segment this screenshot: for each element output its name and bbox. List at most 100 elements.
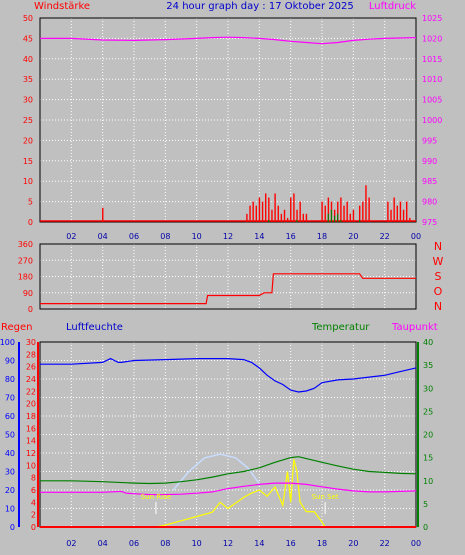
wind-bar <box>102 207 104 222</box>
wind-bar <box>299 201 301 222</box>
rain-axis-tick: 16 <box>26 424 36 433</box>
humidity-axis-tick: 40 <box>5 449 15 458</box>
humidity-axis-tick: 50 <box>5 431 15 440</box>
pressure-axis-tick: 990 <box>422 157 437 166</box>
humidity-axis-tick: 20 <box>5 486 15 495</box>
wind-bar <box>268 197 270 222</box>
x-tick-label: 08 <box>160 539 170 548</box>
humidity-axis-tick: 60 <box>5 412 15 421</box>
gust-bar <box>296 219 298 222</box>
x-tick-label: 18 <box>317 539 327 548</box>
x-tick-label: 02 <box>66 539 76 548</box>
wind-bar <box>409 217 411 222</box>
pressure-axis-tick: 980 <box>422 198 437 207</box>
wind-bar <box>337 201 339 222</box>
temperature-line <box>40 456 417 485</box>
gust-bar <box>359 219 361 222</box>
wind-bar <box>252 201 254 222</box>
wind-axis-tick: 15 <box>23 157 33 166</box>
x-tick-label: 04 <box>98 539 108 548</box>
temperature-axis-tick: 15 <box>423 454 433 463</box>
gust-bar <box>340 219 342 222</box>
x-tick-label: 18 <box>317 232 327 241</box>
humidity-axis-tick: 100 <box>0 338 15 347</box>
wind-bar <box>340 197 342 222</box>
wind-bar <box>321 201 323 222</box>
wind-axis-tick: 35 <box>23 75 33 84</box>
humidity-label: Luftfeuchte <box>66 322 123 333</box>
wind-bar <box>324 205 326 222</box>
wind-bar <box>305 213 308 222</box>
direction-letter: N <box>434 240 442 253</box>
humidity-axis-tick: 10 <box>5 505 15 514</box>
dewpoint-line <box>40 482 417 496</box>
wind-bar <box>296 209 298 222</box>
pressure-line <box>40 36 417 45</box>
direction-letter: O <box>434 285 443 298</box>
wind-axis-tick: 10 <box>23 177 33 186</box>
pressure-axis-tick: 1000 <box>422 116 442 125</box>
wind-bar <box>399 201 402 222</box>
x-tick-label: 00 <box>411 539 421 548</box>
rain-axis-tick: 8 <box>31 474 36 483</box>
x-tick-label: 16 <box>286 539 296 548</box>
x-tick-label: 10 <box>192 539 202 548</box>
x-tick-label: 14 <box>254 539 264 548</box>
pressure-axis-tick: 1015 <box>422 55 442 64</box>
humidity-axis-tick: 0 <box>10 523 15 532</box>
sun-rise-label: Sun Rise <box>141 493 171 501</box>
x-tick-label: 04 <box>98 232 108 241</box>
x-tick-label: 20 <box>348 539 358 548</box>
wind-bar <box>290 197 292 222</box>
wind-axis-tick: 30 <box>23 96 33 105</box>
wind-bar <box>283 209 286 222</box>
wind-bar <box>327 197 330 222</box>
header-title: 24 hour graph day : 17 Oktober 2025 <box>166 1 353 12</box>
temperature-axis-tick: 25 <box>423 407 433 416</box>
temperature-axis-tick: 10 <box>423 477 433 486</box>
temperature-axis-tick: 20 <box>423 431 433 440</box>
wind-axis-tick: 0 <box>28 218 33 227</box>
pressure-axis-tick: 1010 <box>422 75 442 84</box>
direction-axis-tick: 0 <box>28 305 33 314</box>
direction-axis-tick: 270 <box>18 256 33 265</box>
rain-axis-tick: 28 <box>26 350 36 359</box>
gust-bar <box>327 213 329 222</box>
direction-letter: N <box>434 300 442 313</box>
x-tick-label: 10 <box>192 232 202 241</box>
wind-axis-tick: 25 <box>23 116 33 125</box>
wind-bar <box>352 209 355 222</box>
wind-bar <box>343 205 345 222</box>
direction-axis-tick: 90 <box>23 289 33 298</box>
wind-bar <box>402 209 405 222</box>
sun-set-label: Sun Set <box>312 493 339 501</box>
wind-axis-tick: 20 <box>23 136 33 145</box>
pressure-axis-tick: 985 <box>422 177 437 186</box>
rain-axis-tick: 2 <box>31 511 36 520</box>
wind-bar <box>249 205 251 222</box>
x-tick-label: 16 <box>286 232 296 241</box>
direction-axis-tick: 360 <box>18 240 33 249</box>
x-tick-label: 22 <box>380 232 390 241</box>
gust-bar <box>337 213 339 222</box>
x-tick-label: 06 <box>129 539 139 548</box>
wind-bar <box>293 193 295 222</box>
rain-label: Regen <box>1 322 33 333</box>
rain-axis-tick: 14 <box>26 437 36 446</box>
solar-line <box>155 459 326 528</box>
x-tick-label: 00 <box>411 232 421 241</box>
direction-axis-tick: 180 <box>18 273 33 282</box>
wind-bar <box>274 193 276 222</box>
x-tick-label: 12 <box>223 539 233 548</box>
wind-panel-frame <box>39 17 417 223</box>
x-tick-label: 06 <box>129 232 139 241</box>
wind-bar <box>286 217 289 222</box>
wind-bar <box>258 197 261 222</box>
temperature-axis-tick: 0 <box>423 523 428 532</box>
wind-bar <box>396 205 398 222</box>
rain-axis-tick: 0 <box>31 523 36 532</box>
rain-axis-tick: 22 <box>26 387 36 396</box>
wind-bar <box>265 193 267 222</box>
rain-axis-tick: 20 <box>26 400 36 409</box>
